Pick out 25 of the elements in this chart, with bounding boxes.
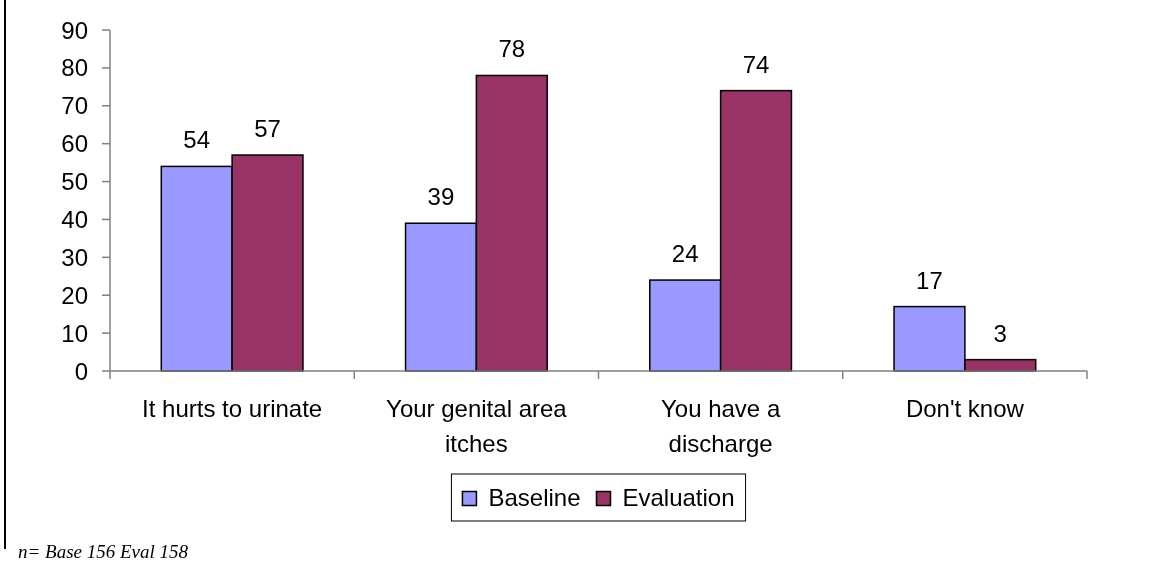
data-label: 17 (916, 266, 943, 294)
x-tick-label: Don't know (905, 395, 1025, 422)
y-tick-label: 40 (61, 205, 88, 233)
data-label: 24 (671, 240, 699, 268)
y-tick-label: 90 (61, 16, 88, 44)
y-tick-label: 10 (61, 319, 88, 347)
x-tick-label: You have a discharge (661, 395, 781, 457)
y-tick-label: 20 (61, 281, 88, 309)
y-tick-label: 60 (61, 130, 88, 158)
legend-label: Evaluation (622, 484, 735, 511)
y-tick-label: 70 (61, 92, 88, 120)
y-tick-label: 30 (61, 243, 88, 271)
x-tick-label: Your genital area itches (386, 395, 568, 457)
data-label: 54 (183, 126, 211, 154)
data-label: 39 (427, 183, 455, 211)
legend-label: Baseline (488, 484, 581, 511)
data-label: 57 (254, 115, 281, 143)
data-label: 78 (498, 35, 526, 63)
x-tick-label: It hurts to urinate (142, 395, 323, 422)
data-label: 74 (742, 50, 770, 78)
y-tick-label: 80 (61, 54, 88, 82)
data-label: 3 (993, 319, 1007, 347)
y-tick-label: 0 (74, 357, 88, 385)
y-tick-label: 50 (61, 168, 88, 196)
text: n= Base 156 Eval 158 (18, 541, 189, 562)
